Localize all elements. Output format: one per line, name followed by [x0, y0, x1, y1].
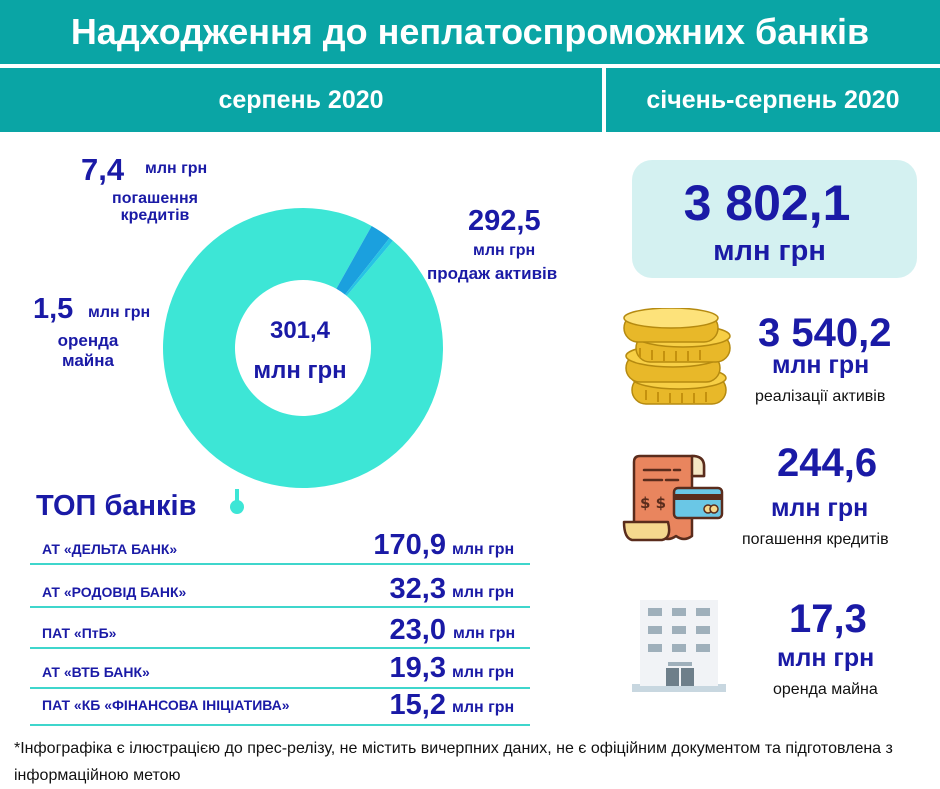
stat-rent-unit: млн грн — [777, 644, 875, 672]
rent-desc: оренда майна — [40, 331, 136, 371]
credits-unit: млн грн — [145, 160, 208, 177]
assets-unit: млн грн — [473, 242, 536, 259]
bank-name-4: АТ «ВТБ БАНК» — [42, 664, 150, 680]
bank-divider-2 — [30, 606, 530, 608]
bank-value-5: 15,2 — [389, 689, 446, 721]
rent-desc-line1: оренда — [57, 331, 119, 350]
stat-assets-desc: реалізації активів — [755, 388, 886, 405]
tab-jan-aug-2020[interactable]: січень-серпень 2020 — [606, 68, 940, 132]
bank-unit-5: млн грн — [452, 699, 515, 716]
credits-desc-line1: погашення — [112, 190, 198, 207]
stat-credits-unit: млн грн — [771, 494, 869, 522]
bank-unit-2: млн грн — [452, 584, 515, 601]
assets-value: 292,5 — [468, 205, 541, 237]
bank-name-5: ПАТ «КБ «ФІНАНСОВА ІНІЦІАТИВА» — [42, 697, 290, 713]
total-unit: млн грн — [713, 235, 826, 267]
bank-value-2: 32,3 — [389, 573, 446, 605]
bank-name-1: АТ «ДЕЛЬТА БАНК» — [42, 541, 178, 557]
coins-stack-icon — [623, 308, 731, 405]
callout-dot — [230, 500, 244, 514]
bank-divider-4 — [30, 687, 530, 689]
page-title: Надходження до неплатоспроможних банків — [0, 0, 940, 64]
bank-value-4: 19,3 — [389, 652, 446, 684]
credits-value: 7,4 — [81, 152, 125, 187]
bank-value-1: 170,9 — [373, 529, 446, 561]
donut-center-value: 301,4 — [269, 317, 331, 344]
donut-segment-rent — [345, 237, 393, 296]
stat-rent-value: 17,3 — [789, 597, 867, 641]
svg-text:$ $: $ $ — [640, 494, 666, 512]
bank-divider-1 — [30, 563, 530, 565]
bank-divider-3 — [30, 647, 530, 649]
office-building-icon — [632, 600, 726, 692]
bank-value-3: 23,0 — [389, 614, 446, 646]
rent-desc-line2: майна — [62, 351, 114, 370]
donut-chart — [163, 208, 444, 514]
stat-assets-unit: млн грн — [772, 351, 870, 379]
bill-card-icon: $ $ — [622, 454, 724, 542]
donut-segment-assets — [163, 208, 444, 489]
bank-name-3: ПАТ «ПтБ» — [42, 625, 117, 641]
credits-desc-line2: кредитів — [120, 207, 190, 224]
donut-segment-credits — [336, 225, 390, 295]
top-banks-heading: ТОП банків — [36, 490, 197, 522]
bank-divider-5 — [30, 724, 530, 726]
bank-unit-1: млн грн — [452, 541, 515, 558]
stat-rent-desc: оренда майна — [773, 681, 878, 698]
stat-credits-value: 244,6 — [777, 441, 878, 485]
rent-unit: млн грн — [88, 304, 151, 321]
donut-center-unit: млн грн — [253, 357, 347, 384]
bank-name-2: АТ «РОДОВІД БАНК» — [42, 584, 187, 600]
rent-value: 1,5 — [33, 293, 74, 325]
bank-unit-4: млн грн — [452, 664, 515, 681]
assets-desc: продаж активів — [427, 264, 558, 283]
total-box: 3 802,1 млн грн — [632, 160, 917, 278]
total-value: 3 802,1 — [683, 175, 851, 231]
stat-assets-value: 3 540,2 — [758, 311, 892, 355]
credits-desc: погашення кредитів — [80, 190, 230, 224]
stat-credits-desc: погашення кредитів — [742, 531, 889, 548]
bank-unit-3: млн грн — [453, 625, 516, 642]
footnote: *Інфографіка є ілюстрацією до прес-реліз… — [14, 740, 893, 784]
tab-august-2020[interactable]: серпень 2020 — [0, 68, 602, 132]
